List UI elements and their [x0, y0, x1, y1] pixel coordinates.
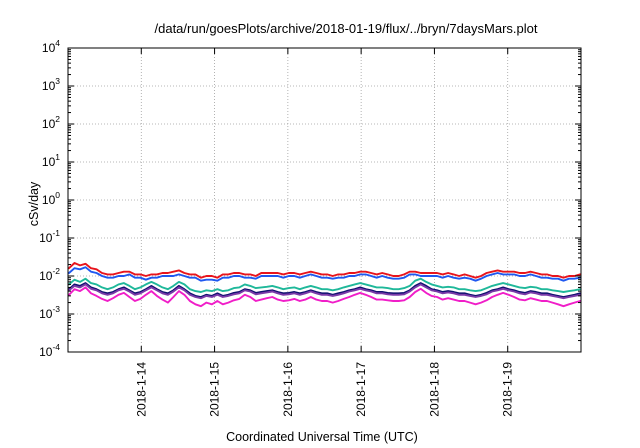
y-tick-base: 10 [42, 193, 56, 207]
y-tick-exponent: -1 [52, 228, 60, 238]
y-tick-exponent: 2 [55, 114, 60, 124]
x-axis-label: Coordinated Universal Time (UTC) [226, 430, 418, 444]
x-tick-label: 2018-1-18 [427, 362, 441, 417]
y-tick-exponent: 3 [55, 76, 60, 86]
y-tick-label: 101 [42, 152, 60, 169]
y-axis-label: cSv/day [27, 181, 41, 226]
plot-frame [67, 47, 582, 353]
y-tick-exponent: -2 [52, 266, 60, 276]
y-tick-base: 10 [42, 117, 56, 131]
x-tick-label: 2018-1-16 [281, 362, 295, 417]
y-tick-base: 10 [39, 231, 53, 245]
x-tick-label: 2018-1-14 [134, 362, 148, 417]
y-tick-exponent: 4 [55, 38, 60, 48]
y-tick-label: 104 [42, 38, 60, 55]
tick-layer: 10410310210110010-110-210-310-42018-1-14… [39, 38, 581, 417]
series-line [68, 282, 581, 298]
y-tick-label: 100 [42, 190, 60, 207]
y-tick-label: 10-3 [39, 304, 60, 321]
series-line [68, 283, 581, 300]
series-layer [68, 262, 581, 308]
y-tick-label: 102 [42, 114, 60, 131]
y-tick-label: 10-2 [39, 266, 60, 283]
y-tick-label: 10-4 [39, 342, 60, 359]
x-tick-label: 2018-1-19 [501, 362, 515, 417]
series-line [68, 266, 581, 282]
y-tick-base: 10 [42, 155, 56, 169]
series-line [68, 262, 581, 279]
grid-lines [68, 48, 581, 352]
y-tick-exponent: -3 [52, 304, 60, 314]
y-tick-base: 10 [42, 41, 56, 55]
y-tick-exponent: 1 [55, 152, 60, 162]
y-tick-base: 10 [39, 307, 53, 321]
x-tick-label: 2018-1-15 [208, 362, 222, 417]
series-line [68, 277, 581, 293]
y-tick-exponent: -4 [52, 342, 60, 352]
series-line [68, 286, 581, 308]
y-axis-label-group: cSv/day [27, 181, 41, 226]
y-tick-label: 103 [42, 76, 60, 93]
y-tick-base: 10 [42, 79, 56, 93]
y-tick-exponent: 0 [55, 190, 60, 200]
y-tick-base: 10 [39, 345, 53, 359]
y-tick-label: 10-1 [39, 228, 60, 245]
chart-title: /data/run/goesPlots/archive/2018-01-19/f… [155, 21, 538, 36]
y-tick-base: 10 [39, 269, 53, 283]
x-tick-label: 2018-1-17 [354, 362, 368, 417]
